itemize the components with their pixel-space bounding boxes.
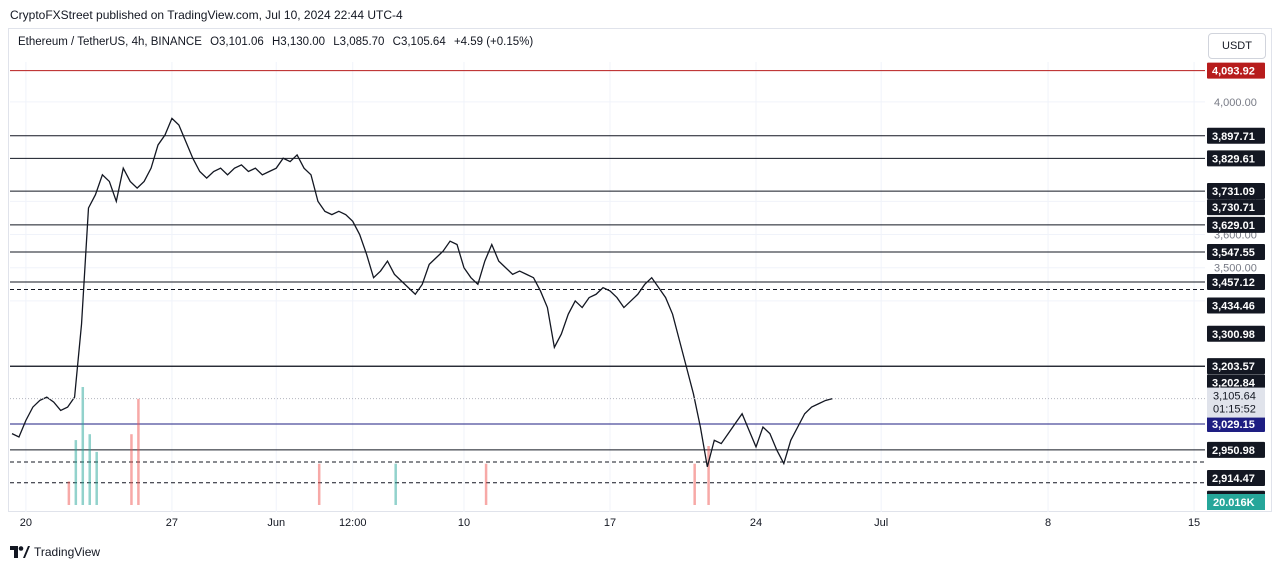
volume-bar (484, 463, 488, 505)
change-value: +4.59 (+0.15%) (453, 36, 534, 48)
price-badge (1207, 150, 1265, 167)
price-badge-label: 3,202.84 (1212, 377, 1256, 389)
volume-bar (81, 387, 85, 505)
price-series-line (11, 117, 833, 467)
x-tick-label: 24 (750, 517, 762, 529)
price-badge-label: 3,434.46 (1212, 300, 1255, 312)
price-badge-label: 3,730.71 (1212, 202, 1255, 214)
x-tick-label: 15 (1188, 517, 1200, 529)
price-badge (1207, 374, 1265, 391)
y-tick-label: 4,000.00 (1214, 97, 1257, 109)
price-badge (1207, 127, 1265, 144)
x-tick-label: 12:00 (339, 517, 367, 529)
symbol-legend: Ethereum / TetherUS, 4h, BINANCE O3,101.… (18, 36, 538, 48)
x-tick-label: 17 (604, 517, 616, 529)
volume-bar (693, 463, 696, 505)
price-badge (1207, 199, 1265, 216)
price-badge (1207, 183, 1265, 200)
price-badge (1207, 415, 1265, 432)
price-badge (1207, 470, 1265, 487)
last-price-badge (1207, 387, 1265, 418)
price-badge (1207, 441, 1265, 458)
volume-bar (95, 451, 98, 505)
volume-badge (1207, 494, 1265, 510)
price-badge-label: 2,914.47 (1212, 473, 1255, 485)
price-badge-label: 3,829.61 (1212, 153, 1255, 165)
price-badge-label: 3,547.55 (1212, 247, 1255, 259)
price-badge (1207, 62, 1265, 79)
volume-bar (394, 463, 397, 505)
tradingview-brand[interactable]: TradingView (10, 545, 100, 559)
currency-button[interactable]: USDT (1208, 33, 1266, 59)
x-tick-label: 10 (458, 517, 470, 529)
price-badge (1207, 358, 1265, 375)
price-badge-label: 2,950.98 (1212, 445, 1255, 457)
countdown-label: 01:15:52 (1213, 404, 1256, 416)
low-value: L3,085.70 (333, 36, 385, 48)
y-tick-label: 3,500.00 (1214, 263, 1257, 275)
volume-bar (137, 398, 140, 505)
volume-bar (317, 463, 321, 505)
x-tick-label: 8 (1045, 517, 1051, 529)
price-badge-label: 3,029.15 (1212, 419, 1255, 431)
close-value: C3,105.64 (392, 36, 446, 48)
price-badge-label: 3,457.12 (1212, 277, 1255, 289)
price-badge-label: 3,203.57 (1212, 361, 1255, 373)
volume-bar (130, 434, 133, 505)
volume-label: 20.016K (1213, 497, 1255, 509)
price-badge (1207, 216, 1265, 233)
symbol-name[interactable]: Ethereum / TetherUS, 4h, BINANCE (18, 36, 202, 48)
chart-frame (8, 28, 1272, 512)
brand-label: TradingView (34, 545, 101, 559)
high-value: H3,130.00 (272, 36, 326, 48)
volume-bar (74, 440, 78, 505)
volume-bar (88, 434, 91, 505)
x-tick-label: 20 (20, 517, 32, 529)
x-tick-label: Jun (267, 517, 285, 529)
price-badge (1207, 273, 1265, 290)
volume-bar (707, 446, 710, 505)
price-badge (1207, 243, 1265, 260)
price-badge-label: 3,731.09 (1212, 186, 1255, 198)
price-badge-label: 3,300.98 (1212, 329, 1255, 341)
volume-bar (67, 481, 71, 505)
price-badge-label: 3,629.01 (1212, 220, 1255, 232)
publisher-line: CryptoFXStreet published on TradingView.… (10, 8, 403, 22)
x-tick-label: 27 (166, 517, 178, 529)
tradingview-logo-icon (10, 546, 30, 558)
x-tick-label: Jul (874, 517, 888, 529)
price-badge (1207, 325, 1265, 342)
price-badge (1207, 297, 1265, 314)
price-badge-label: 3,897.71 (1212, 131, 1255, 143)
open-value: O3,101.06 (210, 36, 264, 48)
last-price-label: 3,105.64 (1213, 391, 1256, 403)
price-badge-label: 4,093.92 (1212, 66, 1255, 78)
